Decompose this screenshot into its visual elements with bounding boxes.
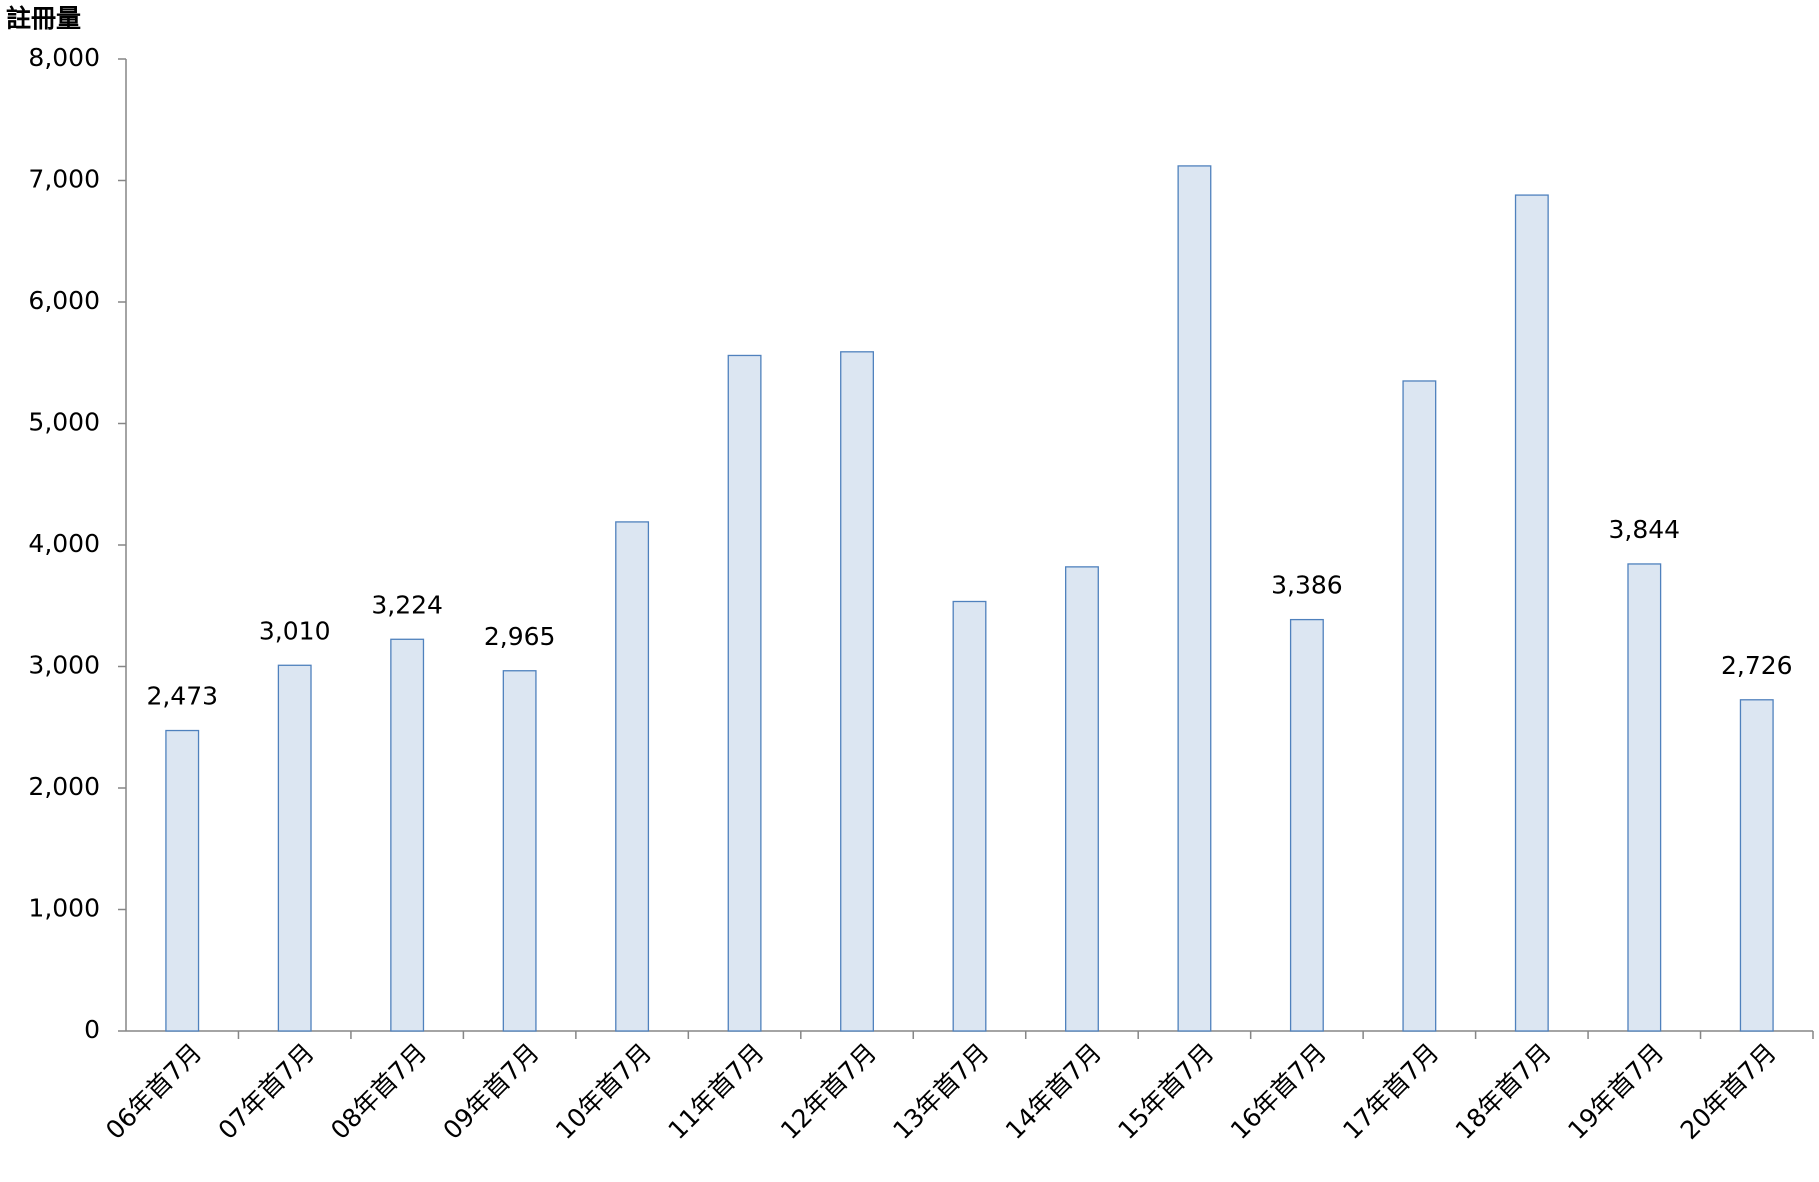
bar <box>1514 194 1549 1032</box>
y-tick-label: 7,000 <box>28 165 100 194</box>
y-tick-label: 5,000 <box>28 408 100 437</box>
bar <box>1289 618 1324 1032</box>
bar <box>840 351 874 1032</box>
x-tick-label: 13年首7月 <box>887 1038 994 1145</box>
x-tick-label: 10年首7月 <box>550 1038 657 1145</box>
value-label: 2,726 <box>1721 651 1793 680</box>
x-tick-label: 19年首7月 <box>1562 1038 1669 1145</box>
y-tick-label: 4,000 <box>28 529 100 558</box>
bar <box>727 354 762 1032</box>
x-tick-label: 17年首7月 <box>1337 1038 1444 1145</box>
value-label: 3,844 <box>1609 515 1681 544</box>
y-tick-label: 1,000 <box>28 894 100 923</box>
y-tick-label: 0 <box>84 1015 100 1044</box>
value-label: 3,010 <box>259 616 331 645</box>
x-tick-label: 20年首7月 <box>1675 1038 1782 1145</box>
bar <box>502 670 537 1032</box>
x-tick-label: 18年首7月 <box>1450 1038 1557 1145</box>
x-tick-label: 06年首7月 <box>100 1038 207 1145</box>
x-tick-label: 12年首7月 <box>775 1038 882 1145</box>
x-tick-label: 07年首7月 <box>213 1038 320 1145</box>
bar <box>1065 566 1099 1032</box>
y-tick-label: 3,000 <box>28 651 100 680</box>
y-tick-label: 8,000 <box>28 43 100 72</box>
y-tick-label: 6,000 <box>28 286 100 315</box>
value-label: 3,386 <box>1271 571 1343 600</box>
y-axis-title: 註冊量 <box>6 4 81 33</box>
bar <box>1402 380 1437 1032</box>
value-label: 2,965 <box>484 622 556 651</box>
bar <box>390 638 425 1032</box>
value-label: 3,224 <box>371 590 443 619</box>
bar <box>277 664 312 1032</box>
value-label: 2,473 <box>146 682 218 711</box>
x-tick-label: 16年首7月 <box>1225 1038 1332 1145</box>
x-tick-label: 11年首7月 <box>662 1038 769 1145</box>
bar <box>952 600 987 1032</box>
bar <box>1177 165 1212 1032</box>
x-tick-label: 08年首7月 <box>325 1038 432 1145</box>
x-tick-label: 14年首7月 <box>1000 1038 1107 1145</box>
bar <box>165 729 200 1032</box>
bar <box>1739 699 1774 1032</box>
x-tick-label: 09年首7月 <box>438 1038 545 1145</box>
bar <box>615 521 650 1032</box>
bar <box>1627 563 1662 1032</box>
x-tick-label: 15年首7月 <box>1112 1038 1219 1145</box>
y-tick-label: 2,000 <box>28 772 100 801</box>
